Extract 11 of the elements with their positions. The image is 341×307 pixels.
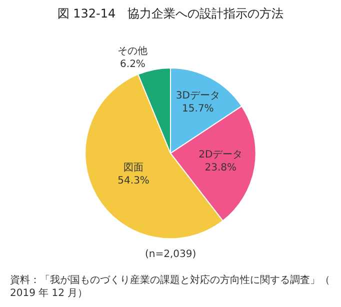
text: (n=2,039) <box>145 249 196 260</box>
slice-label: その他 <box>118 45 148 58</box>
chart-title: 図 132-14 協力企業への設計指示の方法 <box>57 6 284 21</box>
data-label: 6.2% <box>120 59 146 70</box>
slice-label: 2Dデータ <box>198 150 243 161</box>
data-label: 15.7% <box>182 103 214 114</box>
data-label: 23.8% <box>204 162 237 174</box>
text: 資料：「我が国ものづくり産業の課題と対応の方向性に関する調査」（2019 年 12 月） <box>10 274 330 299</box>
slice-label: 3Dデータ <box>176 90 220 102</box>
data-label: 54.3% <box>118 176 150 187</box>
slice-label: 図面 <box>124 162 144 174</box>
